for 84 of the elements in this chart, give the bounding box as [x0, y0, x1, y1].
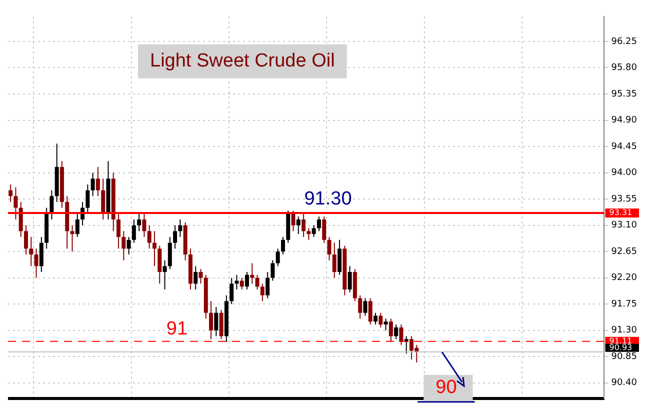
candlestick — [322, 216, 326, 244]
candlestick — [302, 213, 306, 238]
candlestick — [86, 184, 90, 214]
candlestick — [18, 201, 23, 238]
candlestick — [368, 298, 372, 325]
candlestick — [147, 224, 152, 250]
candlestick — [399, 324, 404, 346]
candlestick — [260, 283, 264, 302]
candlestick — [178, 218, 182, 238]
candlestick — [168, 236, 172, 270]
annotation: 91 — [166, 318, 188, 340]
ref-line-label: 91.11 — [609, 336, 632, 346]
y-tick-label: 90.40 — [611, 378, 638, 388]
candlestick — [266, 271, 270, 299]
candlestick — [39, 236, 44, 272]
candlestick — [209, 300, 214, 340]
candlestick — [214, 306, 218, 337]
candlestick — [394, 324, 398, 340]
candlestick — [90, 172, 95, 197]
candlestick — [132, 218, 136, 244]
candlestick — [162, 260, 167, 290]
candlestick — [14, 186, 18, 220]
candlestick — [8, 184, 13, 202]
candlestick — [245, 271, 250, 290]
candlestick — [388, 318, 393, 342]
annotation: 90 — [436, 377, 457, 398]
y-tick-label: 95.35 — [611, 89, 637, 100]
y-tick-label: 92.20 — [611, 273, 638, 284]
ref-line-label: 93.31 — [609, 208, 632, 218]
candlestick — [194, 266, 198, 290]
candlestick — [363, 298, 368, 316]
candlestick — [296, 216, 300, 235]
candlestick — [101, 178, 106, 220]
candlestick — [276, 248, 280, 267]
candlestick — [158, 245, 162, 284]
candlestick — [306, 228, 311, 240]
candlestick — [152, 230, 156, 267]
y-tick-label: 91.30 — [611, 326, 638, 336]
y-tick-label: 90.85 — [611, 352, 637, 362]
candlestick — [29, 236, 34, 267]
candlestick — [280, 236, 285, 255]
candlestick — [219, 309, 224, 340]
candlestick — [312, 224, 316, 238]
candlestick — [240, 277, 244, 290]
candlestick — [348, 266, 352, 293]
candlestick — [234, 274, 239, 290]
candlestick — [270, 260, 275, 282]
candlestick — [122, 230, 126, 261]
candlestick — [316, 216, 321, 232]
candlestick — [24, 224, 28, 255]
y-tick-label: 94.45 — [611, 142, 637, 152]
text: Light Sweet Crude Oil — [150, 50, 335, 72]
candlestick — [332, 242, 336, 278]
candlestick — [34, 248, 38, 278]
candlestick — [230, 277, 234, 305]
candlestick — [291, 210, 296, 232]
candlestick — [142, 213, 146, 238]
candlestick — [75, 213, 80, 238]
candlestick — [70, 224, 74, 252]
candlestick — [116, 213, 121, 250]
y-tick-label: 94.90 — [611, 116, 638, 126]
candlestick — [255, 274, 260, 290]
y-tick-label: 94.00 — [611, 168, 638, 178]
candlestick — [137, 213, 142, 232]
y-tick-label: 93.55 — [611, 194, 637, 204]
y-tick-label: 92.65 — [611, 246, 637, 257]
annotation: 91.30 — [304, 188, 352, 210]
candlestick — [374, 312, 378, 325]
candlestick — [338, 239, 342, 276]
candlestick — [250, 262, 254, 284]
candlestick — [378, 312, 383, 328]
y-tick-label: 91.75 — [611, 299, 637, 310]
candlestick — [198, 268, 203, 284]
candlestick — [327, 236, 332, 261]
y-tick-label: 96.25 — [611, 36, 637, 47]
ref-line-label: 90.93 — [609, 342, 632, 352]
candlestick — [126, 236, 131, 255]
candlestick — [358, 294, 362, 320]
candlestick — [50, 190, 54, 220]
candlestick — [96, 166, 100, 197]
y-tick-label: 95.80 — [611, 63, 638, 74]
y-tick-label: 93.10 — [611, 220, 638, 231]
candlestick — [173, 224, 178, 250]
candlestick — [384, 318, 388, 331]
